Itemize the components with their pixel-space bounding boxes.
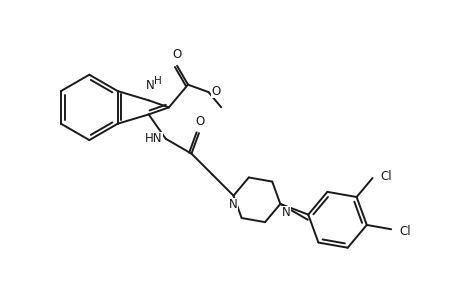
Text: Cl: Cl: [398, 225, 410, 238]
Text: Cl: Cl: [380, 169, 391, 183]
Text: N: N: [229, 198, 237, 211]
Text: O: O: [195, 115, 204, 128]
Text: O: O: [211, 85, 220, 98]
Text: H: H: [153, 76, 161, 86]
Text: N: N: [146, 80, 155, 92]
Text: HN: HN: [145, 132, 162, 145]
Text: O: O: [172, 48, 181, 61]
Text: N: N: [282, 206, 291, 219]
